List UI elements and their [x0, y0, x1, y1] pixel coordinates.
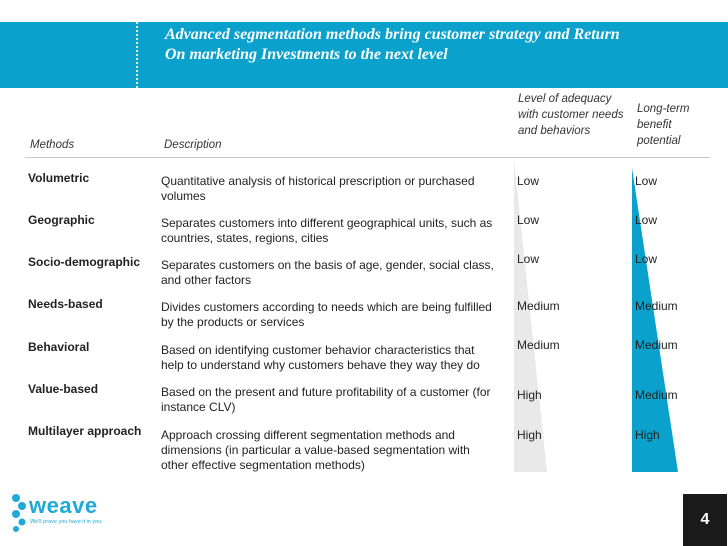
benefit-geographic: Low — [635, 213, 658, 227]
description-behavioral: Based on identifying customer behavior c… — [161, 343, 480, 372]
benefit-behavioral: Medium — [635, 338, 678, 352]
adequacy-socio-demographic: Low — [517, 252, 540, 266]
benefit-socio-demographic: Low — [635, 252, 658, 266]
banner-divider — [136, 22, 138, 88]
adequacy-multilayer-approach: High — [517, 428, 542, 442]
adequacy-volumetric: Low — [517, 174, 540, 188]
header-description: Description — [164, 139, 222, 151]
slide-title: Advanced segmentation methods bring cust… — [165, 26, 620, 63]
benefit-triangle — [632, 168, 678, 472]
description-value-based: Based on the present and future profitab… — [161, 385, 491, 414]
adequacy-behavioral: Medium — [517, 338, 560, 352]
method-geographic: Geographic — [28, 213, 95, 227]
method-volumetric: Volumetric — [28, 171, 90, 185]
header-benefit: Long-term benefit potential — [637, 103, 690, 147]
page-number: 4 — [683, 494, 727, 546]
description-socio-demographic: Separates customers on the basis of age,… — [161, 258, 494, 287]
method-value-based: Value-based — [28, 382, 99, 396]
description-geographic: Separates customers into different geogr… — [161, 216, 493, 245]
method-socio-demographic: Socio-demographic — [28, 255, 141, 269]
description-needs-based: Divides customers according to needs whi… — [161, 300, 492, 329]
adequacy-value-based: High — [517, 388, 542, 402]
description-volumetric: Quantitative analysis of historical pres… — [161, 174, 475, 203]
header-divider — [25, 157, 710, 158]
title-banner — [0, 22, 728, 88]
logo-wordmark: weave — [29, 493, 98, 518]
weave-logo-dots-icon — [12, 494, 26, 532]
description-multilayer-approach: Approach crossing different segmentation… — [161, 428, 470, 472]
adequacy-geographic: Low — [517, 213, 540, 227]
adequacy-needs-based: Medium — [517, 299, 560, 313]
logo-tagline: We'll prove you have it in you — [30, 519, 102, 525]
header-methods: Methods — [30, 139, 75, 151]
method-multilayer-approach: Multilayer approach — [28, 424, 142, 438]
method-behavioral: Behavioral — [28, 340, 90, 354]
adequacy-triangle — [514, 160, 547, 472]
header-adequacy: Level of adequacy with customer needs an… — [518, 93, 624, 137]
benefit-needs-based: Medium — [635, 299, 678, 313]
benefit-volumetric: Low — [635, 174, 658, 188]
benefit-value-based: Medium — [635, 388, 678, 402]
method-needs-based: Needs-based — [28, 297, 103, 311]
benefit-multilayer-approach: High — [635, 428, 660, 442]
